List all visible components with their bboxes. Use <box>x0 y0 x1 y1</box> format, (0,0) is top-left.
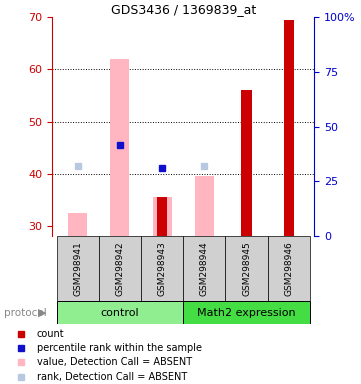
Text: GSM298941: GSM298941 <box>73 242 82 296</box>
Bar <box>183 236 225 301</box>
Bar <box>99 236 141 301</box>
Bar <box>68 213 87 236</box>
Text: count: count <box>37 329 64 339</box>
Title: GDS3436 / 1369839_at: GDS3436 / 1369839_at <box>110 3 256 16</box>
Text: protocol: protocol <box>4 308 46 318</box>
Text: Math2 expression: Math2 expression <box>197 308 296 318</box>
Bar <box>283 20 294 236</box>
Text: control: control <box>101 308 139 318</box>
Bar <box>183 301 310 324</box>
Bar <box>110 59 129 236</box>
Text: GSM298942: GSM298942 <box>116 242 125 296</box>
Bar <box>57 236 99 301</box>
Bar <box>57 301 183 324</box>
Text: percentile rank within the sample: percentile rank within the sample <box>37 343 202 353</box>
Text: GSM298943: GSM298943 <box>158 242 166 296</box>
Text: value, Detection Call = ABSENT: value, Detection Call = ABSENT <box>37 358 192 367</box>
Text: GSM298944: GSM298944 <box>200 242 209 296</box>
Bar <box>225 236 268 301</box>
Bar <box>268 236 310 301</box>
Bar <box>241 90 252 236</box>
Text: GSM298946: GSM298946 <box>284 242 293 296</box>
Bar <box>195 176 214 236</box>
Bar <box>157 197 168 236</box>
Text: GSM298945: GSM298945 <box>242 242 251 296</box>
Text: ▶: ▶ <box>38 308 47 318</box>
Bar <box>153 197 171 236</box>
Bar <box>141 236 183 301</box>
Text: rank, Detection Call = ABSENT: rank, Detection Call = ABSENT <box>37 372 187 382</box>
